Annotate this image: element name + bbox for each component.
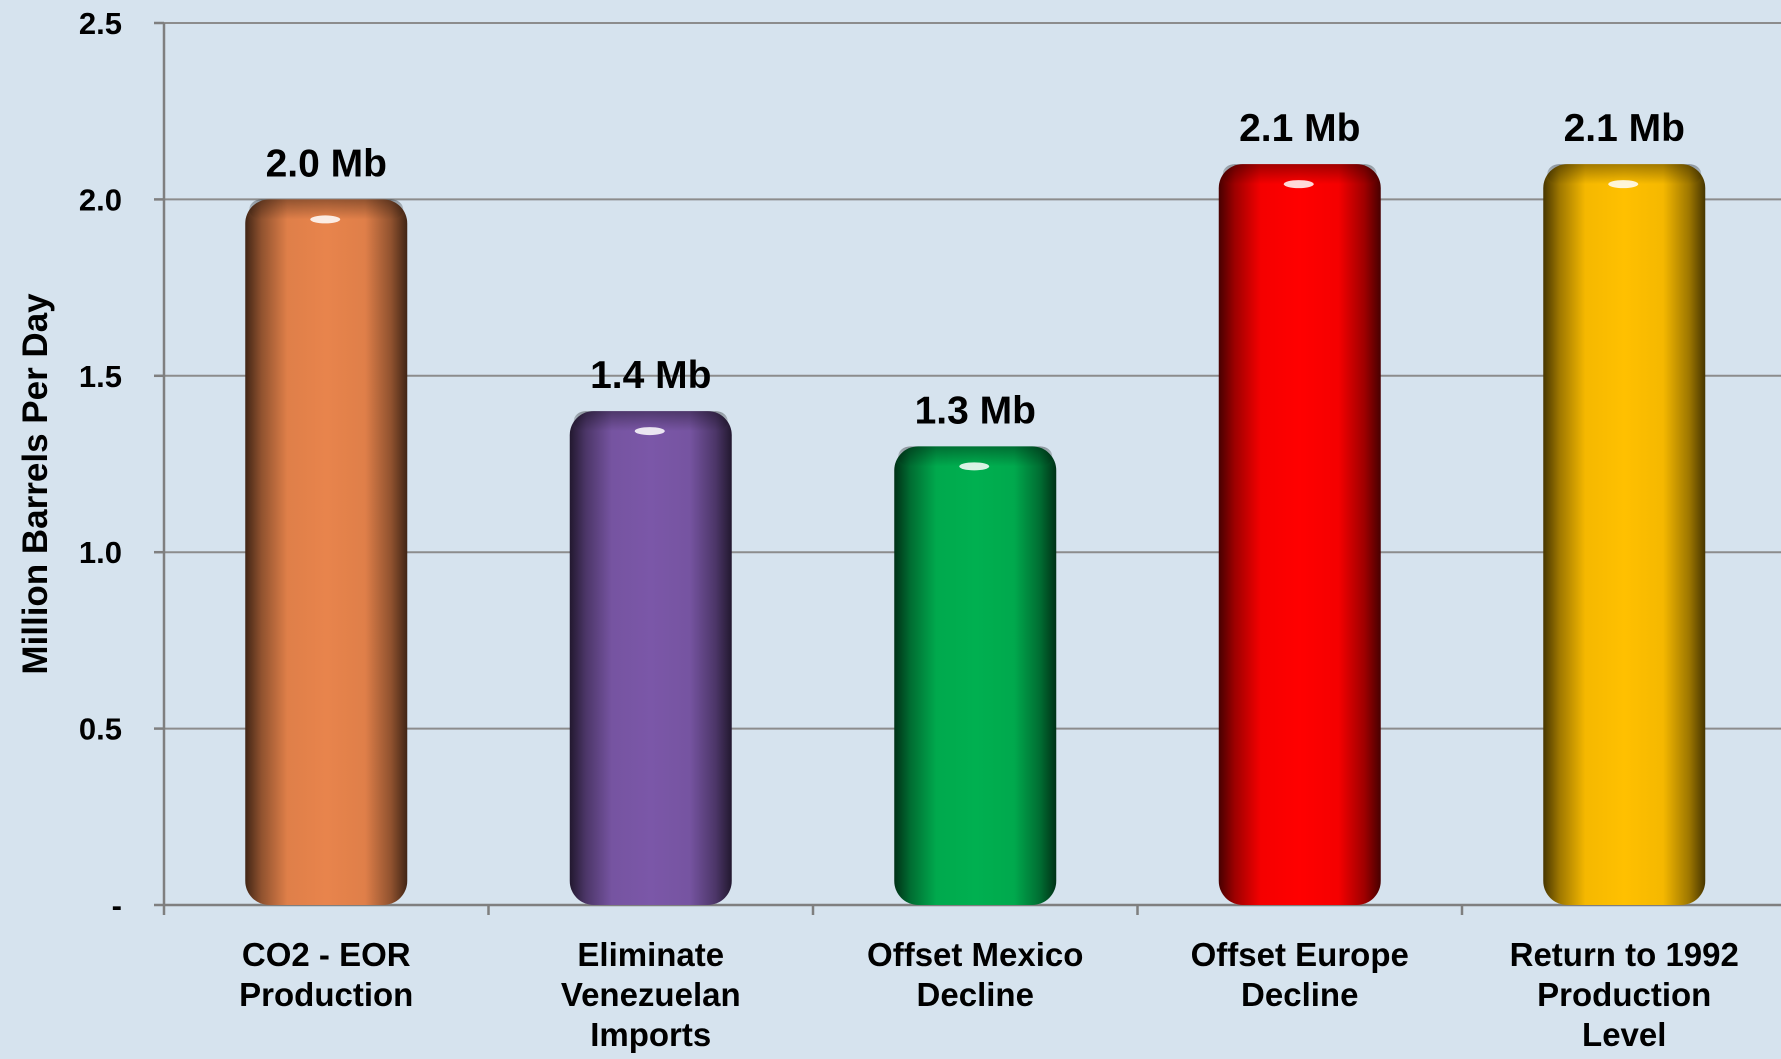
x-category-label-line: Offset Europe: [1191, 936, 1409, 973]
bar: [1543, 164, 1706, 905]
x-category-label: Eliminate Venezuelan Imports: [561, 936, 741, 1053]
y-tick-label: -: [112, 888, 122, 923]
data-label: 1.4 Mb: [590, 354, 711, 397]
bar: [894, 446, 1057, 905]
bar-cap-shade: [249, 199, 404, 220]
bar: [1218, 164, 1381, 905]
x-category-label: CO2 - EOR Production: [239, 936, 413, 1013]
y-tick-label: 2.5: [79, 6, 122, 41]
x-category-label-line: Eliminate: [577, 936, 724, 973]
y-tick-label: 1.5: [79, 359, 122, 394]
bar-highlight: [1283, 180, 1314, 189]
gridlines: [164, 22, 1781, 730]
bar-cap-shade: [898, 446, 1053, 467]
bar: [569, 411, 732, 905]
data-label: 2.1 Mb: [1564, 107, 1685, 150]
bar-cap-shade: [573, 411, 728, 432]
bar-highlight: [634, 427, 665, 436]
x-category-label: Return to 1992 Production Level: [1510, 936, 1739, 1053]
bar-cap-shade: [1547, 164, 1702, 185]
x-category-label-line: Venezuelan: [561, 976, 741, 1013]
x-category-label-line: Offset Mexico: [867, 936, 1083, 973]
y-tick-label: 1.0: [79, 535, 122, 570]
x-category-label-line: Production: [239, 976, 413, 1013]
x-category-label-line: Return to 1992: [1510, 936, 1739, 973]
x-category-label-line: CO2 - EOR: [242, 936, 411, 973]
x-category-label-line: Level: [1582, 1016, 1666, 1053]
bar-highlight: [959, 462, 990, 471]
x-category-label-line: Decline: [917, 976, 1034, 1013]
x-category-label-line: Decline: [1241, 976, 1358, 1013]
x-category-label-line: Imports: [590, 1016, 711, 1053]
x-category-label-line: Production: [1537, 976, 1711, 1013]
data-label: 1.3 Mb: [915, 389, 1036, 432]
y-tick-label: 0.5: [79, 712, 122, 747]
x-category-label: Offset Mexico Decline: [867, 936, 1083, 1013]
bar-highlight: [1608, 180, 1639, 189]
bars: [245, 164, 1706, 905]
bar: [245, 199, 408, 905]
bar-highlight: [310, 215, 341, 224]
data-label: 2.1 Mb: [1239, 107, 1360, 150]
y-axis-title: Million Barrels Per Day: [16, 293, 55, 675]
y-tick-label: 2.0: [79, 182, 122, 217]
bar-cap-shade: [1222, 164, 1377, 185]
labels: - 0.5 1.0 1.5 2.0 2.5 Million Barrels Per Day 2…: [16, 6, 1739, 1053]
data-label: 2.0 Mb: [266, 142, 387, 185]
x-category-label: Offset Europe Decline: [1191, 936, 1409, 1013]
